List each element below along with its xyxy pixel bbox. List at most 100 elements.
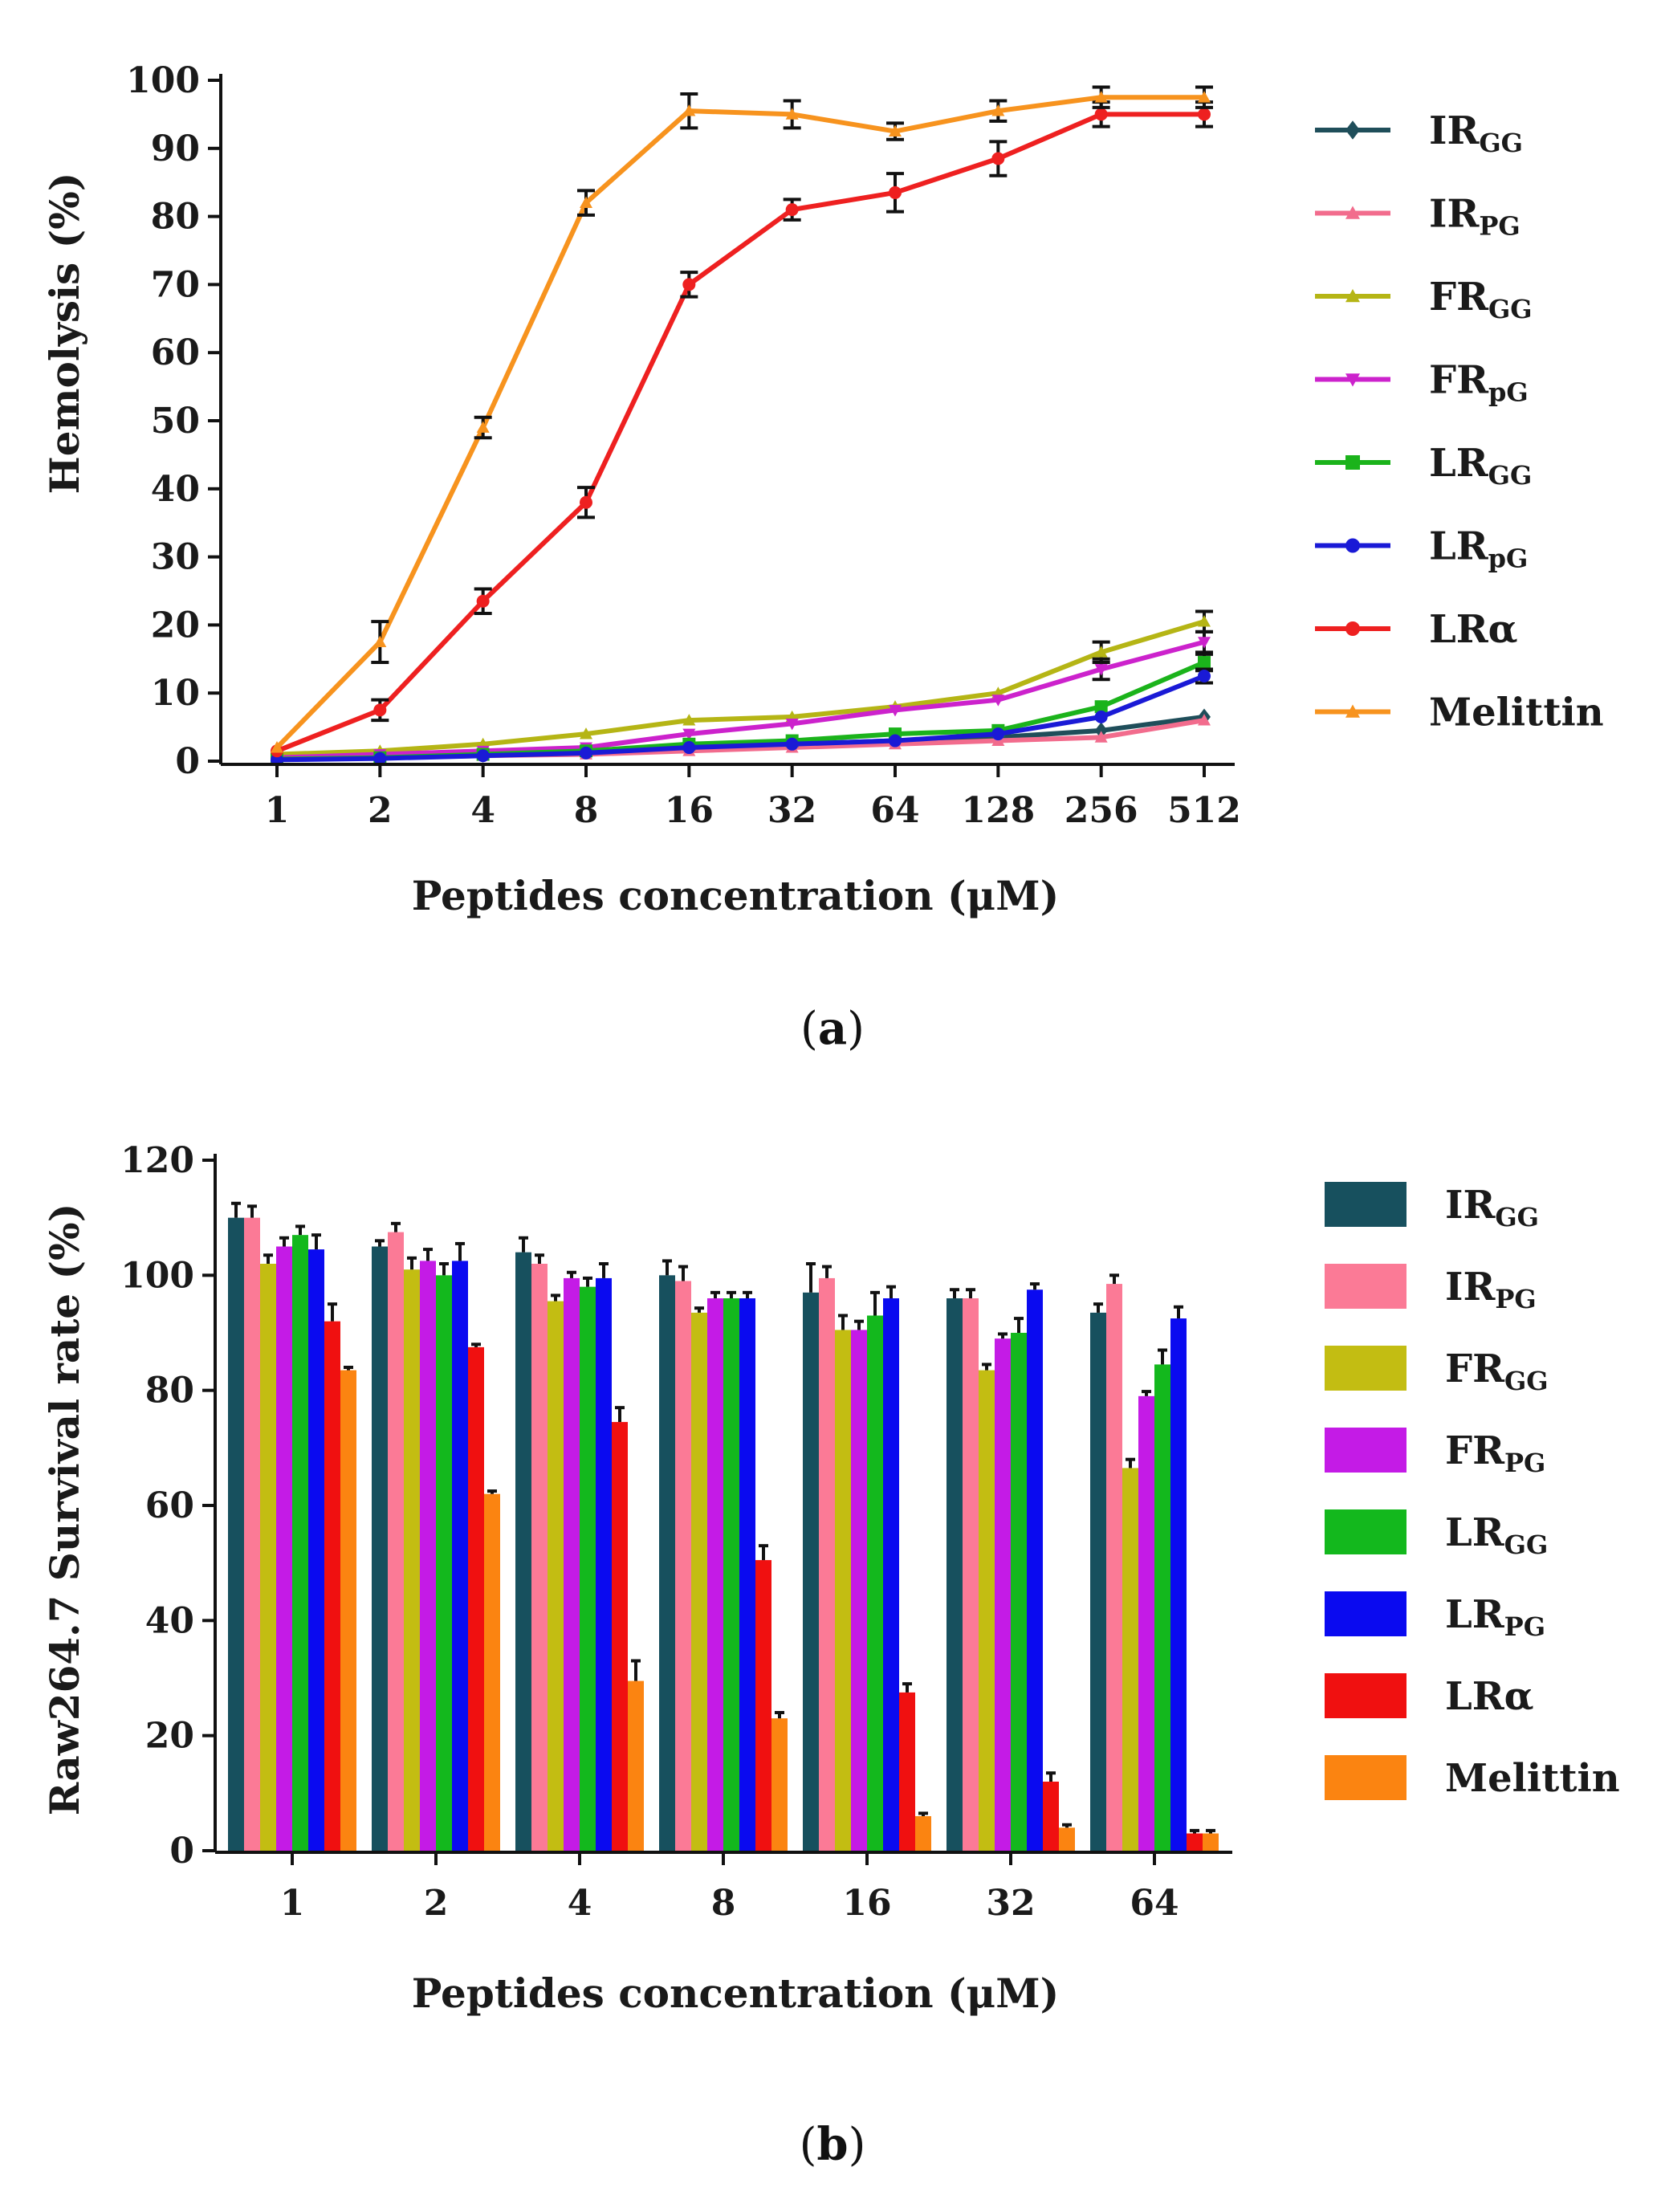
data-point: [1198, 670, 1211, 682]
x-tick-label: 2: [424, 1883, 449, 1924]
data-point: [682, 104, 696, 116]
data-point: [889, 734, 902, 748]
bar-melittin: [484, 1493, 500, 1851]
y-tick-label: 20: [145, 1716, 194, 1757]
x-tick-label: 256: [1065, 790, 1138, 831]
legend-item-irgg: IRGG: [1325, 1182, 1539, 1232]
bar-melittin: [915, 1816, 931, 1851]
data-point: [1094, 646, 1108, 658]
legend-item-frgg: FRGG: [1315, 275, 1533, 324]
legend-label: LRGG: [1445, 1510, 1548, 1560]
bar-lrα: [468, 1346, 484, 1851]
data-point: [1198, 108, 1211, 121]
y-tick-label: 60: [151, 332, 200, 373]
bar-irgg: [228, 1217, 244, 1851]
bar-irpg: [675, 1281, 691, 1851]
bar-irpg: [963, 1298, 979, 1851]
x-tick-label: 128: [961, 790, 1035, 831]
hemolysis-y-axis-title: Hemolysis (%): [41, 173, 88, 495]
data-point: [889, 185, 902, 199]
x-tick-label: 4: [470, 790, 495, 831]
x-tick-label: 512: [1167, 790, 1241, 831]
legend-item-frgg: FRGG: [1325, 1346, 1549, 1396]
series-line: [275, 112, 1204, 754]
bar-frgg: [1122, 1468, 1138, 1851]
legend-item-melittin: Melittin: [1325, 1755, 1620, 1801]
legend-swatch: [1325, 1673, 1406, 1718]
y-tick-label: 100: [120, 1255, 194, 1296]
data-point: [991, 104, 1005, 116]
bar-irgg: [515, 1252, 531, 1851]
bar-irgg: [1090, 1312, 1106, 1851]
bar-lrα: [612, 1422, 628, 1851]
bar-irpg: [244, 1217, 260, 1851]
legend-swatch: [1325, 1428, 1406, 1473]
legend-label: Melittin: [1445, 1756, 1620, 1801]
bar-frpg: [995, 1338, 1011, 1851]
x-tick-label: 32: [986, 1883, 1035, 1924]
bar-lrgg: [292, 1235, 308, 1851]
hemolysis-x-axis-title: Peptides concentration (μM): [412, 872, 1060, 919]
data-point: [580, 495, 592, 509]
legend-swatch: [1325, 1182, 1406, 1227]
data-point: [580, 727, 592, 739]
y-tick-label: 100: [126, 60, 200, 101]
bar-lrpg: [452, 1261, 468, 1851]
bar-frgg: [691, 1312, 707, 1851]
legend-swatch: [1325, 1346, 1406, 1391]
data-point: [1094, 664, 1108, 676]
bar-lrpg: [739, 1298, 755, 1851]
data-point: [1198, 637, 1211, 649]
bar-irgg: [946, 1298, 963, 1851]
legend-label: FRGG: [1445, 1346, 1549, 1396]
bar-frpg: [851, 1330, 867, 1851]
legend-item-lrpg: LRpG: [1315, 524, 1528, 574]
data-point: [373, 752, 387, 765]
legend-label: FRpG: [1429, 358, 1529, 408]
legend-label: IRGG: [1429, 108, 1523, 158]
x-tick-label: 16: [842, 1883, 891, 1924]
data-point: [785, 203, 799, 217]
bar-lrgg: [436, 1275, 452, 1851]
x-tick-label: 8: [711, 1883, 736, 1924]
data-point: [785, 737, 799, 751]
legend-item-lrgg: LRGG: [1325, 1509, 1548, 1560]
legend-label: IRPG: [1445, 1265, 1537, 1314]
data-point: [682, 741, 696, 755]
data-point: [991, 727, 1005, 741]
legend-label: LRGG: [1429, 441, 1532, 491]
bar-lrα: [1043, 1782, 1059, 1851]
y-tick-label: 60: [145, 1485, 194, 1526]
legend-item-irgg: IRGG: [1315, 108, 1523, 158]
legend-marker: [1345, 120, 1360, 140]
bar-lrα: [324, 1321, 340, 1851]
bar-melittin: [1059, 1827, 1075, 1851]
x-tick-label: 64: [1130, 1883, 1179, 1924]
panel-b-letter: b: [816, 2118, 848, 2171]
data-point: [991, 695, 1005, 707]
y-tick-label: 20: [151, 605, 200, 646]
data-point: [1198, 714, 1211, 726]
hemolysis-axes: 0 10 20 30 40 50 60 70 80 90 100 1 2 4 8 16 32 64 128 256 51…: [126, 60, 1241, 831]
data-point: [1198, 615, 1211, 627]
data-point: [580, 196, 592, 209]
bar-lrgg: [1011, 1333, 1027, 1851]
y-tick-label: 80: [151, 197, 200, 238]
bar-lrpg: [596, 1277, 612, 1851]
y-tick-label: 80: [145, 1371, 194, 1412]
legend-item-lrα: LRα: [1325, 1673, 1534, 1719]
panel-a-label: (a): [800, 1002, 865, 1055]
x-tick-label: 1: [280, 1883, 305, 1924]
bar-irgg: [372, 1246, 388, 1851]
data-point: [682, 714, 696, 726]
legend-item-melittin: Melittin: [1315, 690, 1604, 735]
bar-melittin: [771, 1718, 788, 1851]
legend-item-irpg: IRPG: [1315, 192, 1520, 242]
data-point: [373, 703, 387, 717]
bar-frpg: [420, 1261, 436, 1851]
legend-swatch: [1325, 1264, 1406, 1309]
y-tick-label: 0: [175, 741, 200, 782]
y-tick-label: 40: [151, 469, 200, 510]
bar-frpg: [1138, 1395, 1154, 1851]
bar-melittin: [340, 1370, 356, 1851]
